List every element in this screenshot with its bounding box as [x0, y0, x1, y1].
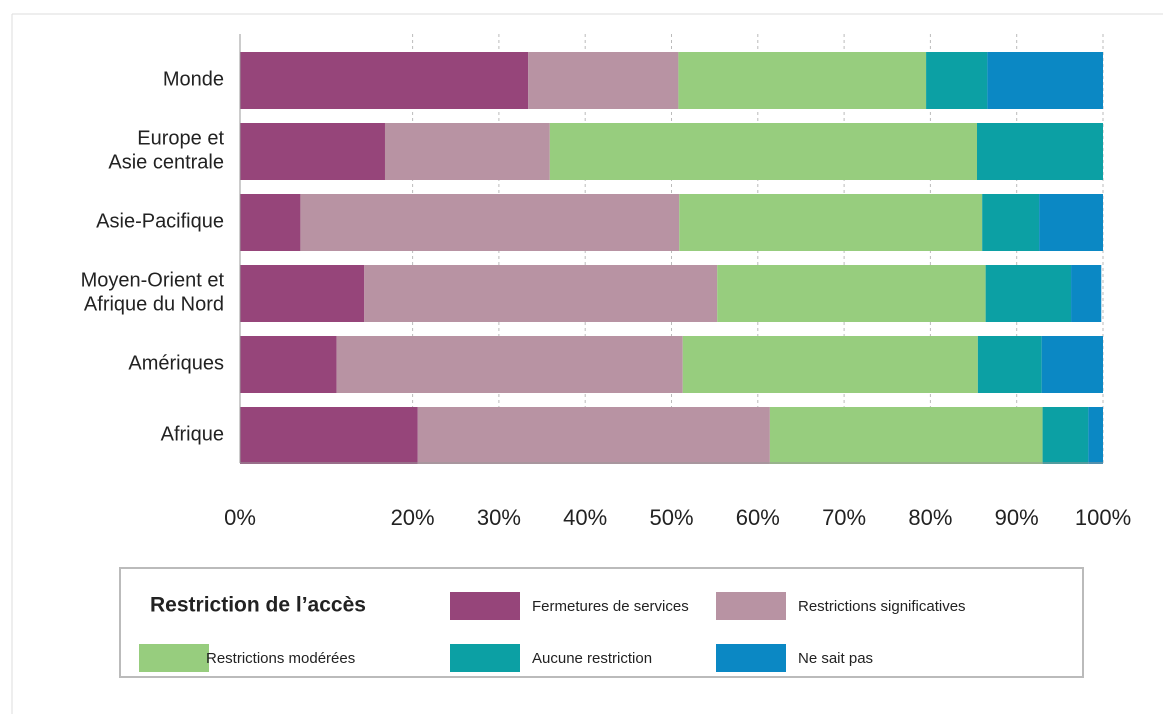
x-tick-label: 80% [908, 505, 952, 530]
category-label: Asie-Pacifique [96, 211, 224, 233]
category-label: Monde [163, 69, 224, 91]
legend-label: Restrictions modérées [206, 650, 355, 667]
legend-label: Restrictions significatives [798, 598, 966, 615]
bar-segment [364, 265, 718, 322]
category-label: Amériques [128, 353, 224, 375]
x-tick-label: 60% [736, 505, 780, 530]
x-tick-label: 100% [1075, 505, 1131, 530]
bar-segment [240, 336, 337, 393]
legend-swatch [450, 644, 520, 672]
x-tick-label: 0% [224, 505, 256, 530]
bar-segment [240, 194, 301, 251]
legend-label: Ne sait pas [798, 650, 873, 667]
bar-segment [985, 265, 1072, 322]
x-tick-label: 40% [563, 505, 607, 530]
bar-segment [977, 123, 1103, 180]
bar-segment [1039, 194, 1103, 251]
bar-segment [1041, 336, 1103, 393]
bar-segment [769, 407, 1043, 464]
legend-swatch [716, 644, 786, 672]
category-label: Moyen-Orient et Afrique du Nord [81, 270, 225, 316]
bar-segment [1088, 407, 1103, 464]
legend-swatch [139, 644, 209, 672]
bar-segment [717, 265, 986, 322]
bar-segment [240, 52, 529, 109]
bar-segment [982, 194, 1040, 251]
legend-label: Aucune restriction [532, 650, 652, 667]
x-tick-label: 90% [995, 505, 1039, 530]
legend-swatch [450, 592, 520, 620]
legend-swatch [716, 592, 786, 620]
category-label: Afrique [161, 424, 224, 446]
bar-segment [977, 336, 1042, 393]
bar-segment [240, 265, 365, 322]
bar-segment [926, 52, 988, 109]
bar-segment [336, 336, 683, 393]
bar-segment [1071, 265, 1102, 322]
category-label: Europe et Asie centrale [108, 128, 224, 174]
x-tick-label: 30% [477, 505, 521, 530]
legend-title: Restriction de l’accès [150, 594, 366, 617]
bar-segment [682, 336, 978, 393]
x-tick-label: 70% [822, 505, 866, 530]
bar-segment [417, 407, 770, 464]
legend-box [119, 567, 1084, 678]
bar-segment [549, 123, 978, 180]
legend-label: Fermetures de services [532, 598, 689, 615]
bar-segment [240, 123, 385, 180]
bar-segment [528, 52, 679, 109]
bar-segment [300, 194, 680, 251]
bar-segment [987, 52, 1103, 109]
x-tick-label: 20% [391, 505, 435, 530]
bar-segment [679, 194, 983, 251]
bar-segment [384, 123, 550, 180]
bar-segment [240, 407, 418, 464]
bar-segment [1042, 407, 1089, 464]
x-tick-label: 50% [649, 505, 693, 530]
bar-segment [678, 52, 927, 109]
